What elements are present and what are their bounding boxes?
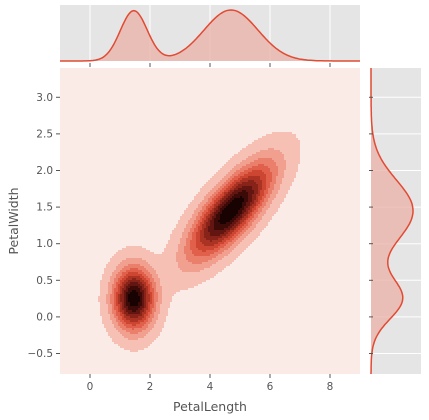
x-tick-label: 4 [207, 381, 214, 393]
right-marginal-kde [370, 68, 414, 374]
y-tick-label: 1.0 [36, 238, 53, 250]
top-kde-line [60, 9, 360, 62]
x-tick-label: 6 [267, 381, 274, 393]
y-tick-label: 0.5 [36, 275, 53, 287]
contour-level [126, 190, 248, 312]
x-tick-label: 8 [327, 381, 334, 393]
y-axis-label: PetalWidth [6, 187, 21, 254]
contour-level [114, 164, 272, 330]
y-tick-label: 2.0 [36, 165, 53, 177]
x-axis-label: PetalLength [173, 399, 247, 414]
joint-kde-contours [98, 132, 300, 352]
x-axis-ticks: 0 2 4 6 8 [87, 63, 334, 393]
right-kde-line [370, 68, 414, 374]
x-tick-label: 2 [147, 381, 154, 393]
y-tick-label: 0.0 [36, 311, 53, 323]
y-tick-label: 3.0 [36, 92, 53, 104]
y-tick-label: −0.5 [28, 348, 54, 360]
top-kde-fill [60, 10, 360, 61]
contour-level [128, 196, 244, 306]
y-axis-ticks: −0.5 0.0 0.5 1.0 1.5 2.0 2.5 3.0 [28, 92, 373, 360]
x-tick-label: 0 [87, 381, 94, 393]
top-marginal-kde [60, 9, 360, 62]
y-tick-label: 2.5 [36, 128, 53, 140]
y-tick-label: 1.5 [36, 202, 53, 214]
